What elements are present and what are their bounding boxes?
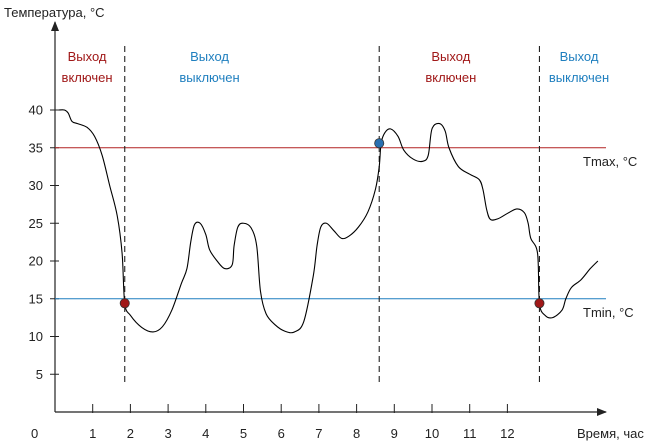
x-ticks: 1 2 3 4 5 6 7 8 9 10 11 12 <box>89 404 515 441</box>
switch-point <box>374 138 385 149</box>
x-tick-label: 6 <box>278 426 285 441</box>
switch-point <box>534 298 545 309</box>
y-tick-label: 15 <box>29 291 43 306</box>
x-tick-label: 11 <box>463 426 477 441</box>
threshold-label-0: Tmax, °С <box>583 154 637 169</box>
switch-point <box>119 298 130 309</box>
y-tick-label: 40 <box>29 103 43 118</box>
state-labels: Выход включен Выход выключен Выход включен Вых… <box>62 49 610 85</box>
y-ticks: 5 10 15 20 25 30 35 40 <box>29 103 59 382</box>
threshold-label-1: Tmin, °С <box>583 305 634 320</box>
temperature-series <box>58 109 599 334</box>
switch-points <box>119 138 545 309</box>
x-tick-label: 9 <box>391 426 398 441</box>
state-label-line2: включен <box>62 70 113 85</box>
x-tick-label: 1 <box>89 426 96 441</box>
state-label-line1: Выход <box>431 49 470 64</box>
state-label-line1: Выход <box>560 49 599 64</box>
state-label-line2: выключен <box>549 70 609 85</box>
y-tick-label: 30 <box>29 178 43 193</box>
temperature-curve <box>58 109 599 334</box>
x-tick-label: 5 <box>240 426 247 441</box>
y-axis-title: Температура, °С <box>4 5 105 20</box>
threshold-lines: Tmax, °С Tmin, °С <box>55 147 637 320</box>
x-tick-label: 8 <box>353 426 360 441</box>
switch-lines <box>124 46 540 382</box>
x-tick-label: 12 <box>500 426 514 441</box>
state-label-line2: включен <box>425 70 476 85</box>
x-tick-label: 3 <box>164 426 171 441</box>
state-label-line2: выключен <box>179 70 239 85</box>
y-tick-label: 10 <box>29 329 43 344</box>
y-tick-label: 25 <box>29 216 43 231</box>
x-tick-label: 7 <box>315 426 322 441</box>
y-tick-label: 20 <box>29 254 43 269</box>
origin-label: 0 <box>31 426 38 441</box>
x-tick-label: 10 <box>425 426 439 441</box>
state-label-line1: Выход <box>68 49 107 64</box>
state-label-line1: Выход <box>190 49 229 64</box>
y-tick-label: 5 <box>36 367 43 382</box>
x-axis-title: Время, час <box>577 426 644 441</box>
x-tick-label: 2 <box>127 426 134 441</box>
y-tick-label: 35 <box>29 140 43 155</box>
x-tick-label: 4 <box>202 426 209 441</box>
